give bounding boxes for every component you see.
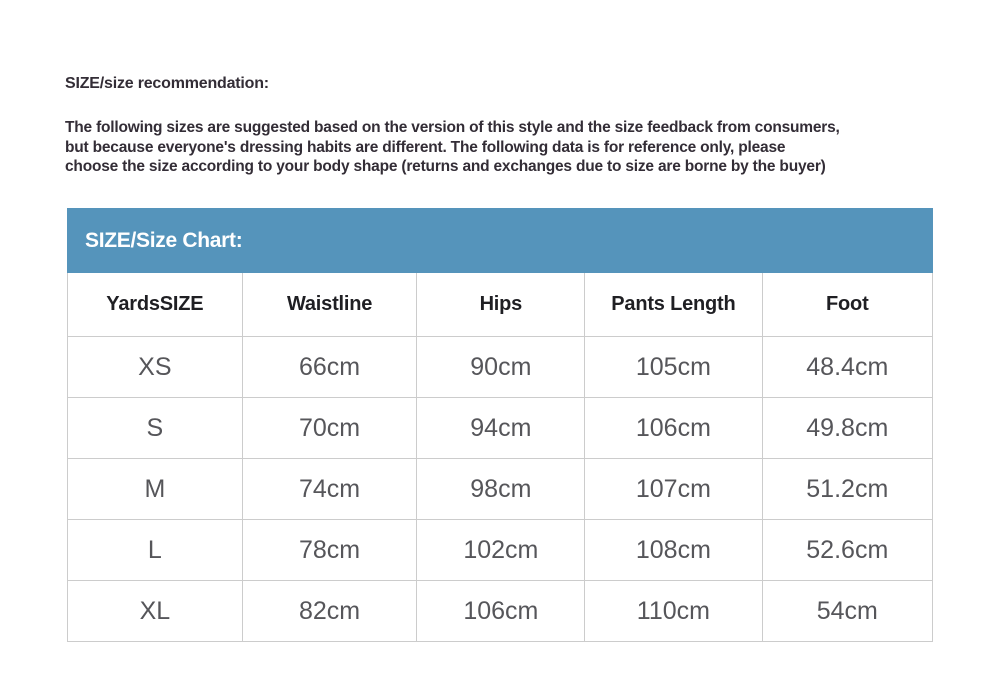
pants-length-cell: 105cm (584, 336, 763, 398)
column-header-pants-length: Pants Length (584, 273, 763, 337)
size-label-cell: XL (67, 580, 243, 642)
size-recommendation-heading: SIZE/size recommendation: (65, 75, 269, 92)
table-row: XS 66cm 90cm 105cm 48.4cm (67, 336, 934, 398)
hips-cell: 98cm (416, 458, 586, 520)
table-row: M 74cm 98cm 107cm 51.2cm (67, 458, 934, 520)
waistline-cell: 66cm (241, 336, 418, 398)
size-label-cell: M (67, 458, 243, 520)
recommendation-line-1: The following sizes are suggested based … (65, 119, 840, 136)
table-row: S 70cm 94cm 106cm 49.8cm (67, 397, 934, 459)
column-header-waistline: Waistline (241, 273, 418, 337)
size-chart: SIZE/Size Chart: YardsSIZE Waistline Hip… (67, 208, 934, 642)
foot-cell: 49.8cm (761, 397, 934, 459)
size-label-cell: L (67, 519, 243, 581)
size-label-cell: XS (67, 336, 243, 398)
column-header-size: YardsSIZE (67, 273, 243, 337)
foot-cell: 54cm (761, 580, 934, 642)
size-chart-title: SIZE/Size Chart: (85, 228, 243, 252)
waistline-cell: 82cm (241, 580, 418, 642)
table-header-row: YardsSIZE Waistline Hips Pants Length Fo… (67, 273, 934, 337)
waistline-cell: 70cm (241, 397, 418, 459)
size-chart-title-bar: SIZE/Size Chart: (67, 208, 933, 273)
column-header-hips: Hips (416, 273, 586, 337)
foot-cell: 48.4cm (761, 336, 934, 398)
size-recommendation-paragraph: The following sizes are suggested based … (65, 118, 840, 177)
foot-cell: 51.2cm (761, 458, 934, 520)
recommendation-line-2: but because everyone's dressing habits a… (65, 138, 786, 156)
waistline-cell: 74cm (241, 458, 418, 520)
foot-cell: 52.6cm (761, 519, 934, 581)
hips-cell: 94cm (416, 397, 586, 459)
table-row: L 78cm 102cm 108cm 52.6cm (67, 519, 934, 581)
pants-length-cell: 110cm (584, 580, 763, 642)
hips-cell: 90cm (416, 336, 586, 398)
pants-length-cell: 107cm (584, 458, 763, 520)
hips-cell: 106cm (416, 580, 586, 642)
waistline-cell: 78cm (241, 519, 418, 581)
size-label-cell: S (67, 397, 243, 459)
size-chart-table: YardsSIZE Waistline Hips Pants Length Fo… (67, 273, 934, 642)
hips-cell: 102cm (416, 519, 586, 581)
recommendation-line-3: choose the size according to your body s… (65, 158, 826, 175)
pants-length-cell: 108cm (584, 519, 763, 581)
table-row: XL 82cm 106cm 110cm 54cm (67, 580, 934, 642)
pants-length-cell: 106cm (584, 397, 763, 459)
column-header-foot: Foot (761, 273, 934, 337)
